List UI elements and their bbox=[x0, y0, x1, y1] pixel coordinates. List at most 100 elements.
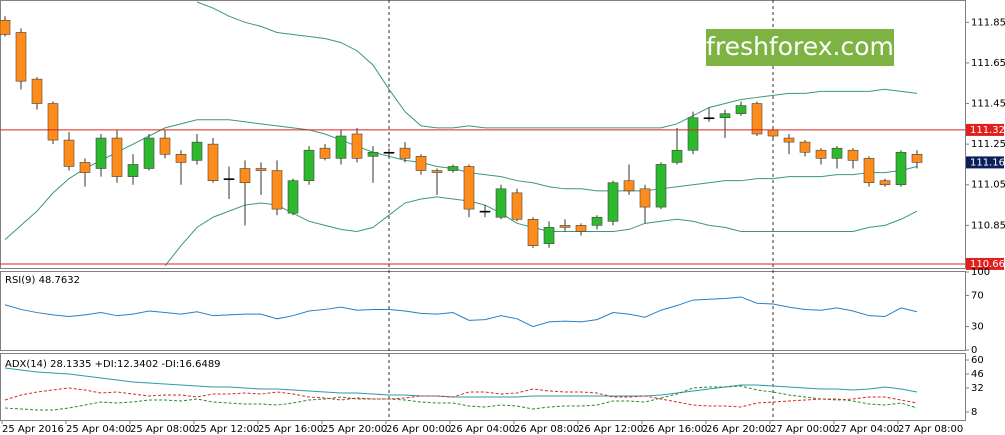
candle-body bbox=[879, 180, 891, 186]
watermark-box bbox=[706, 29, 894, 66]
candle-body bbox=[479, 210, 491, 213]
candle-body bbox=[95, 137, 107, 169]
candle-body bbox=[239, 168, 251, 184]
candle-body bbox=[495, 188, 507, 218]
y-tick-label: 0 bbox=[971, 345, 977, 356]
x-tick-label: 25 Apr 08:00 bbox=[130, 424, 195, 435]
candle-body bbox=[623, 180, 635, 192]
indicator-line bbox=[4, 119, 918, 240]
y-tick-label: 100 bbox=[971, 267, 990, 278]
y-tick-label: 111.85 bbox=[971, 17, 1005, 28]
x-tick-label: 26 Apr 16:00 bbox=[642, 424, 707, 435]
candle-body bbox=[591, 216, 603, 226]
candle-body bbox=[863, 158, 875, 184]
y-tick-label: 111.05 bbox=[971, 180, 1005, 191]
x-tick-label: 25 Apr 16:00 bbox=[258, 424, 323, 435]
candle-body bbox=[719, 113, 731, 119]
candle-body bbox=[0, 19, 11, 35]
candle-body bbox=[191, 141, 203, 161]
x-tick-label: 26 Apr 08:00 bbox=[514, 424, 579, 435]
candle-body bbox=[671, 149, 683, 163]
candle-body bbox=[607, 182, 619, 222]
candle-body bbox=[543, 227, 555, 244]
candle-body bbox=[255, 168, 267, 171]
x-tick-label: 25 Apr 20:00 bbox=[322, 424, 387, 435]
indicator-line bbox=[4, 367, 918, 398]
candle-body bbox=[559, 225, 571, 228]
level-label: 110.66 bbox=[970, 259, 1005, 270]
candle-body bbox=[127, 164, 139, 177]
candle-body bbox=[655, 164, 667, 208]
price-panel bbox=[0, 0, 966, 269]
x-tick-label: 26 Apr 20:00 bbox=[706, 424, 771, 435]
candle-body bbox=[367, 151, 379, 157]
candle-body bbox=[799, 141, 811, 153]
candle-body bbox=[159, 137, 171, 155]
candle-body bbox=[847, 149, 859, 161]
candle-body bbox=[383, 151, 395, 154]
rsi-panel bbox=[0, 271, 966, 351]
candle-body bbox=[639, 188, 651, 208]
candle-body bbox=[447, 166, 459, 171]
candle-body bbox=[911, 153, 923, 163]
candle-body bbox=[735, 105, 747, 114]
x-tick-label: 27 Apr 04:00 bbox=[834, 424, 899, 435]
candle-body bbox=[687, 117, 699, 151]
candle-body bbox=[783, 137, 795, 143]
candle-body bbox=[703, 117, 715, 120]
candle-body bbox=[895, 151, 907, 186]
y-tick-label: 46 bbox=[971, 369, 984, 380]
x-tick-label: 25 Apr 12:00 bbox=[194, 424, 259, 435]
y-tick-label: 32 bbox=[971, 383, 984, 394]
indicator-line bbox=[4, 296, 918, 328]
indicator-line bbox=[4, 385, 918, 411]
candle-body bbox=[527, 218, 539, 246]
watermark: freshforex.com bbox=[706, 32, 894, 61]
y-tick-label: 8 bbox=[971, 407, 977, 418]
y-tick-label: 30 bbox=[971, 322, 984, 333]
level-label-box bbox=[966, 257, 1004, 270]
last-price-label: 111.16 bbox=[970, 157, 1005, 168]
candle-body bbox=[143, 137, 155, 169]
candle-body bbox=[175, 153, 187, 163]
level-label-box bbox=[966, 123, 1004, 136]
candle-body bbox=[351, 133, 363, 159]
candle-body bbox=[223, 178, 235, 180]
candle-body bbox=[31, 78, 43, 104]
panel-title: ADX(14) 28.1335 +DI:12.3402 -DI:16.6489 bbox=[5, 359, 221, 370]
candle-body bbox=[271, 170, 283, 210]
y-tick-label: 111.45 bbox=[971, 99, 1005, 110]
candle-body bbox=[463, 166, 475, 210]
panel-title: RSI(9) 48.7632 bbox=[5, 275, 80, 286]
candle-body bbox=[79, 162, 91, 173]
level-label: 111.32 bbox=[970, 125, 1005, 136]
y-tick-label: 70 bbox=[971, 290, 984, 301]
y-tick-label: 111.25 bbox=[971, 139, 1005, 150]
candle-body bbox=[431, 170, 443, 173]
candle-body bbox=[319, 147, 331, 159]
candle-body bbox=[47, 103, 59, 141]
x-tick-label: 26 Apr 00:00 bbox=[386, 424, 451, 435]
x-tick-label: 25 Apr 04:00 bbox=[66, 424, 131, 435]
candle-body bbox=[831, 147, 843, 159]
candle-body bbox=[335, 135, 347, 159]
candle-body bbox=[815, 149, 827, 159]
candle-body bbox=[767, 129, 779, 137]
candle-body bbox=[111, 137, 123, 177]
x-tick-label: 25 Apr 2016 bbox=[2, 424, 64, 435]
candle-body bbox=[303, 149, 315, 181]
y-tick-label: 60 bbox=[971, 355, 984, 366]
x-tick-label: 27 Apr 00:00 bbox=[770, 424, 835, 435]
indicator-line bbox=[196, 1, 918, 129]
candle-body bbox=[207, 143, 219, 181]
indicator-line bbox=[4, 387, 918, 408]
candle-body bbox=[751, 103, 763, 135]
x-tick-label: 27 Apr 08:00 bbox=[898, 424, 963, 435]
y-tick-label: 110.85 bbox=[971, 220, 1005, 231]
candle-body bbox=[15, 32, 27, 82]
y-tick-label: 111.65 bbox=[971, 58, 1005, 69]
candle-body bbox=[287, 180, 299, 214]
x-tick-label: 26 Apr 12:00 bbox=[578, 424, 643, 435]
adx-panel bbox=[0, 353, 966, 421]
